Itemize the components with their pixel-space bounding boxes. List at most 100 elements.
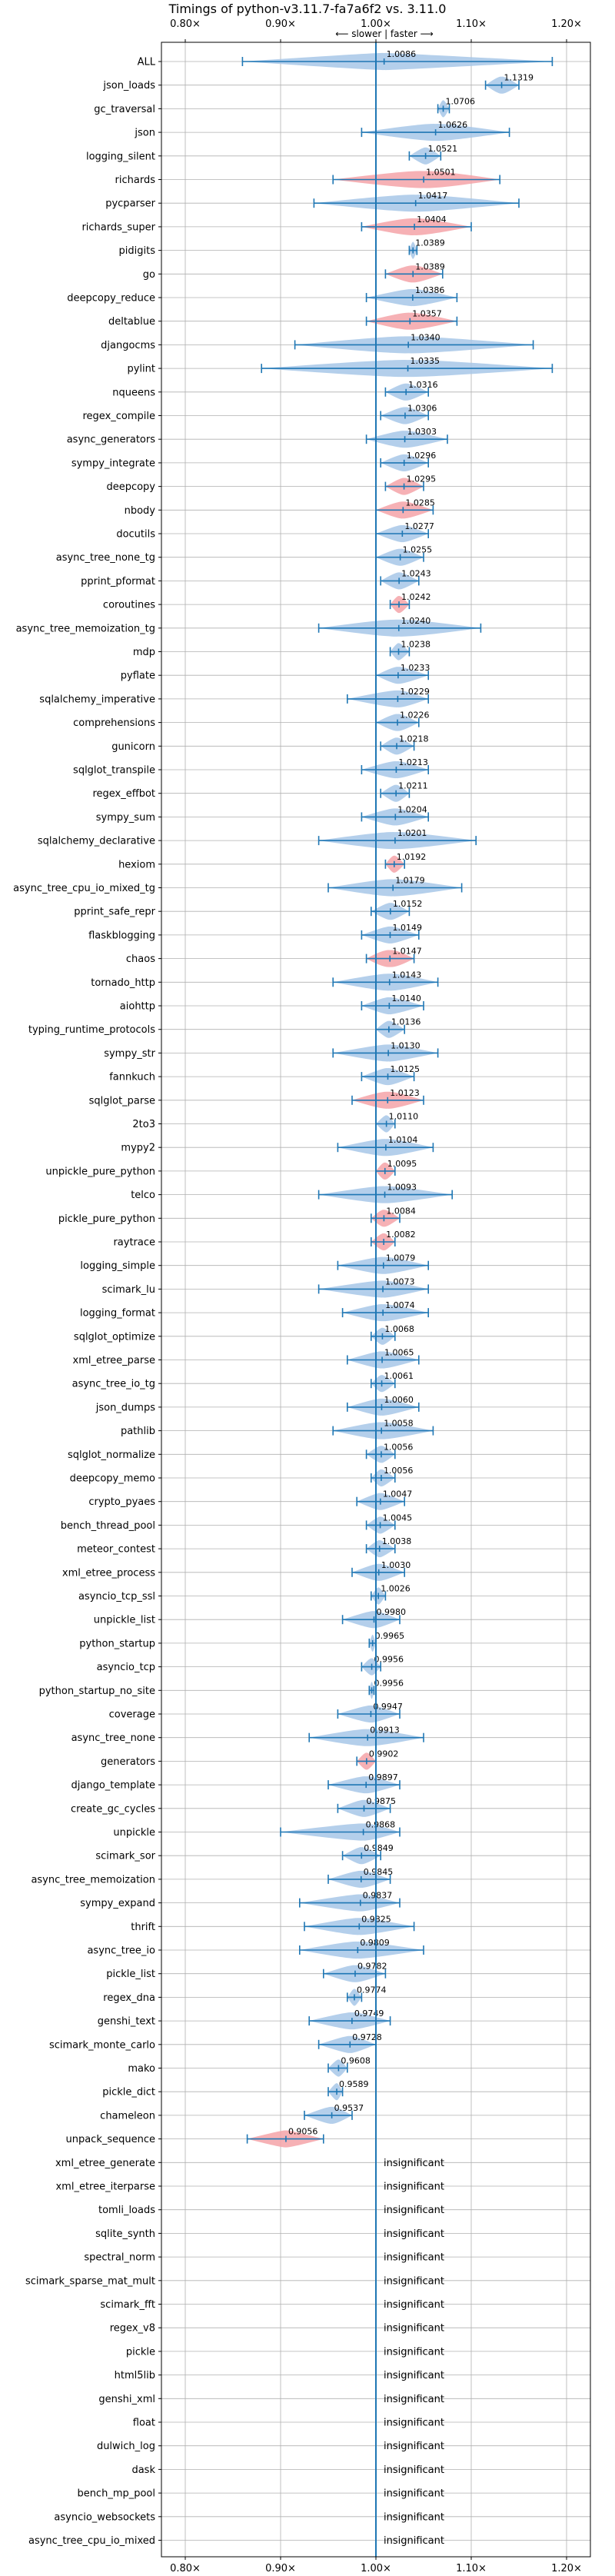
value-label: 1.0093 <box>387 1183 417 1193</box>
value-label: 1.0229 <box>400 687 430 697</box>
benchmark-label: xml_etree_parse <box>73 1355 155 1366</box>
benchmark-label: sqlite_synth <box>95 2228 155 2240</box>
value-label: 0.9749 <box>354 2009 384 2019</box>
value-label: 1.0243 <box>401 568 431 578</box>
x-tick-label-top: 0.90× <box>265 18 296 30</box>
benchmark-label: sympy_sum <box>96 812 155 824</box>
benchmark-label: fannkuch <box>109 1072 155 1083</box>
benchmark-label: unpack_sequence <box>65 2134 155 2145</box>
value-label: 1.0068 <box>384 1324 414 1334</box>
benchmark-label: 2to3 <box>132 1119 155 1130</box>
value-label: 0.9875 <box>367 1796 397 1806</box>
benchmark-label: coroutines <box>103 600 155 611</box>
value-label: 1.0626 <box>438 120 468 130</box>
insignificant-label: insignificant <box>384 2465 444 2476</box>
value-label: 0.9774 <box>357 1985 387 1995</box>
benchmark-label: sqlglot_parse <box>89 1095 155 1107</box>
value-label: 1.0084 <box>386 1206 416 1216</box>
benchmark-label: pickle_dict <box>102 2087 155 2098</box>
value-label: 0.9868 <box>366 1820 395 1830</box>
value-label: 0.9947 <box>373 1702 402 1712</box>
benchmark-label: thrift <box>131 1922 155 1933</box>
benchmark-label: aiohttp <box>120 1001 155 1013</box>
benchmark-label: comprehensions <box>73 717 155 729</box>
value-label: 1.0123 <box>390 1088 420 1098</box>
benchmark-label: tornado_http <box>91 977 155 989</box>
benchmark-label: mako <box>128 2063 155 2075</box>
benchmark-label: meteor_contest <box>77 1544 155 1556</box>
benchmark-label: chameleon <box>100 2110 155 2122</box>
value-label: 1.0179 <box>395 876 425 886</box>
value-label: 1.0706 <box>446 96 476 106</box>
value-label: 1.0213 <box>398 757 428 767</box>
benchmark-label: json_dumps <box>95 1402 155 1413</box>
value-label: 0.9845 <box>364 1867 394 1877</box>
value-label: 0.9849 <box>364 1843 394 1853</box>
benchmark-label: async_tree_memoization_tg <box>16 623 155 634</box>
benchmark-label: nqueens <box>112 387 155 398</box>
value-label: 1.0386 <box>415 285 445 295</box>
insignificant-label: insignificant <box>384 2182 444 2193</box>
value-label: 0.9956 <box>374 1678 404 1688</box>
value-label: 1.0038 <box>382 1536 412 1546</box>
benchmark-label: hexiom <box>118 859 155 870</box>
benchmark-label: ALL <box>138 57 156 68</box>
value-label: 1.0086 <box>387 49 417 59</box>
benchmark-label: go <box>143 269 155 281</box>
benchmark-label: pylint <box>127 364 155 375</box>
benchmark-label: pickle <box>126 2346 155 2358</box>
value-label: 1.0045 <box>383 1513 412 1523</box>
benchmark-label: deepcopy <box>106 481 155 493</box>
benchmark-label: dask <box>131 2465 155 2476</box>
value-label: 1.0417 <box>418 191 448 201</box>
benchmark-label: async_tree_cpu_io_mixed <box>28 2535 155 2547</box>
benchmark-label: pycparser <box>105 198 155 210</box>
value-label: 1.0233 <box>401 663 430 673</box>
value-label: 1.0143 <box>392 970 422 980</box>
value-label: 1.0061 <box>384 1371 414 1381</box>
value-label: 1.0030 <box>381 1560 411 1570</box>
benchmark-label: pickle_list <box>106 1969 155 1980</box>
benchmark-label: scimark_lu <box>102 1284 155 1296</box>
value-label: 1.0058 <box>384 1419 414 1429</box>
value-label: 1.0079 <box>386 1253 416 1263</box>
value-label: 1.0238 <box>401 640 431 650</box>
benchmark-label: scimark_monte_carlo <box>49 2039 155 2051</box>
benchmark-label: sqlalchemy_imperative <box>39 694 155 705</box>
value-label: 1.0306 <box>407 404 437 414</box>
benchmark-label: bench_mp_pool <box>77 2488 155 2500</box>
benchmark-label: pyflate <box>121 671 155 682</box>
benchmark-label: flaskblogging <box>88 930 155 941</box>
value-label: 1.0110 <box>389 1112 419 1122</box>
value-label: 1.1319 <box>504 73 534 83</box>
benchmark-label: gc_traversal <box>94 104 155 115</box>
benchmark-label: async_tree_memoization <box>31 1874 155 1885</box>
benchmark-label: python_startup_no_site <box>39 1686 155 1697</box>
insignificant-label: insignificant <box>384 2394 444 2405</box>
value-label: 1.0316 <box>408 380 438 390</box>
value-label: 1.0047 <box>383 1489 413 1499</box>
insignificant-label: insignificant <box>384 2252 444 2264</box>
insignificant-label: insignificant <box>384 2228 444 2240</box>
benchmark-label: sympy_expand <box>80 1898 155 1909</box>
value-label: 1.0149 <box>392 923 422 933</box>
value-label: 1.0389 <box>415 238 445 248</box>
plot-frame <box>161 42 591 2558</box>
insignificant-label: insignificant <box>384 2511 444 2523</box>
benchmark-label: asyncio_websockets <box>54 2511 155 2523</box>
benchmark-label: scimark_sor <box>95 1851 155 1862</box>
value-label: 1.0404 <box>417 215 447 225</box>
value-label: 1.0130 <box>391 1040 421 1050</box>
insignificant-label: insignificant <box>384 2488 444 2500</box>
benchmark-label: sqlalchemy_declarative <box>38 836 155 847</box>
insignificant-label: insignificant <box>384 2370 444 2381</box>
insignificant-label: insignificant <box>384 2441 444 2452</box>
benchmark-label: deepcopy_reduce <box>67 293 155 305</box>
value-label: 0.9537 <box>334 2103 364 2113</box>
benchmark-label: logging_silent <box>86 151 155 162</box>
benchmark-label: djangocms <box>101 340 155 351</box>
value-label: 1.0095 <box>387 1159 417 1169</box>
value-label: 1.0240 <box>401 616 431 626</box>
value-label: 0.9980 <box>377 1607 407 1617</box>
value-label: 1.0521 <box>428 144 458 154</box>
